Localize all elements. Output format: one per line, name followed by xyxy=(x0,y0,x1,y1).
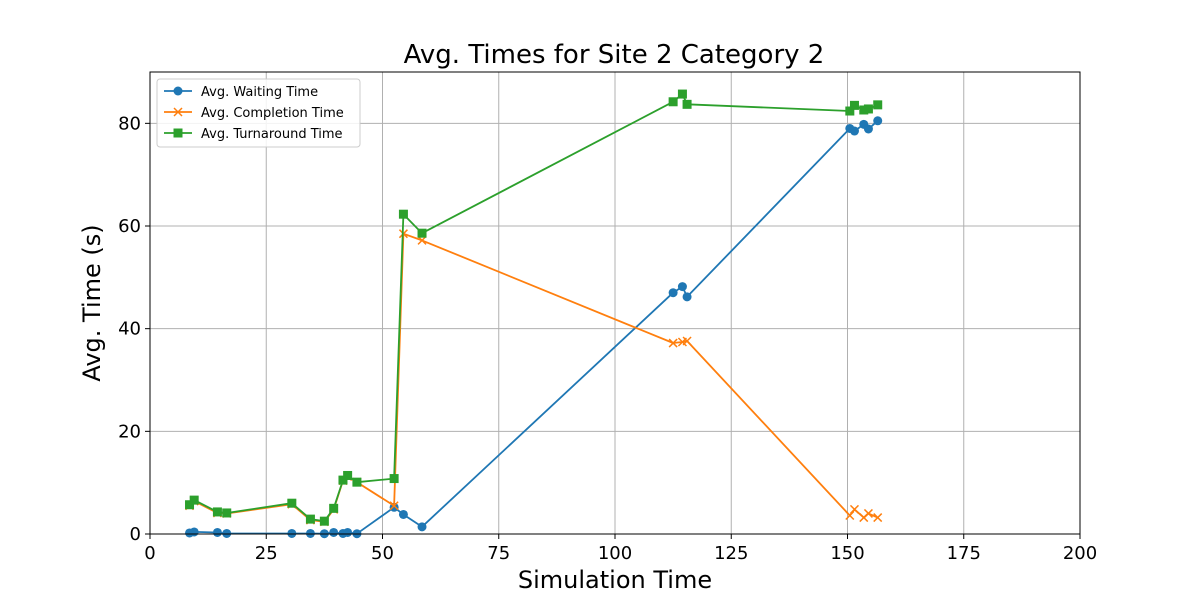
x-marker-stroke xyxy=(682,336,692,346)
x-tick-label: 0 xyxy=(144,543,155,564)
series-1 xyxy=(185,116,883,539)
data-point xyxy=(863,124,873,134)
legend: Avg. Waiting Time Avg. Completion Time Avg… xyxy=(156,78,361,148)
y-tick-label: 0 xyxy=(130,524,141,545)
data-point xyxy=(398,509,408,519)
y-tick-label: 40 xyxy=(118,319,141,340)
data-point xyxy=(343,470,353,480)
x-tick-label: 125 xyxy=(714,543,748,564)
data-point xyxy=(287,498,297,508)
data-point xyxy=(305,514,315,524)
data-point xyxy=(668,97,678,107)
x-axis-label: Simulation Time xyxy=(518,566,712,594)
data-point xyxy=(343,527,353,537)
x-marker-stroke xyxy=(863,508,873,518)
data-point xyxy=(845,106,855,116)
data-point xyxy=(845,510,855,521)
data-point xyxy=(417,235,427,245)
data-point xyxy=(398,209,408,219)
data-point xyxy=(389,501,399,511)
data-point xyxy=(873,100,883,110)
data-point xyxy=(338,475,348,485)
data-point xyxy=(859,105,869,115)
data-point xyxy=(863,104,873,114)
legend-marker xyxy=(173,128,183,138)
data-point xyxy=(329,503,339,513)
series-layer xyxy=(184,89,883,539)
x-tick-label: 150 xyxy=(830,543,864,564)
x-marker-stroke xyxy=(417,235,427,245)
data-point xyxy=(417,228,427,238)
legend-marker xyxy=(173,107,183,117)
data-point xyxy=(682,292,692,302)
y-tick-label: 20 xyxy=(118,421,141,442)
data-point xyxy=(212,507,222,517)
data-point xyxy=(305,528,315,538)
y-tick-label: 80 xyxy=(118,113,141,134)
x-marker-stroke xyxy=(873,513,883,523)
data-point xyxy=(677,89,687,99)
x-tick-label: 50 xyxy=(371,543,394,564)
legend-label: Avg. Turnaround Time xyxy=(201,127,343,142)
data-point xyxy=(682,99,692,109)
x-marker-stroke xyxy=(389,501,399,511)
data-point xyxy=(417,522,427,532)
x-tick-label: 175 xyxy=(947,543,981,564)
data-point xyxy=(668,288,678,298)
series-3 xyxy=(185,89,883,526)
data-point xyxy=(873,116,883,126)
y-axis-label: Avg. Time (s) xyxy=(78,224,106,381)
legend-label: Avg. Waiting Time xyxy=(201,85,318,100)
legend-box xyxy=(156,78,361,148)
x-tick-label: 200 xyxy=(1063,543,1097,564)
legend-item: Avg. Waiting Time xyxy=(164,85,318,100)
x-marker-stroke xyxy=(849,504,860,514)
data-point xyxy=(849,100,859,110)
legend-item: Avg. Completion Time xyxy=(164,106,344,121)
legend-marker xyxy=(173,86,183,96)
data-point xyxy=(329,527,339,537)
data-point xyxy=(189,527,199,537)
data-point xyxy=(319,516,329,526)
x-tick-label: 100 xyxy=(598,543,632,564)
data-point xyxy=(222,508,232,518)
data-point xyxy=(185,500,195,510)
data-point xyxy=(389,474,399,484)
x-marker-stroke xyxy=(173,107,183,117)
data-point xyxy=(189,495,199,505)
data-point xyxy=(863,508,873,518)
data-point xyxy=(849,504,860,514)
y-tick-label: 60 xyxy=(118,216,141,237)
legend-item: Avg. Turnaround Time xyxy=(164,127,343,142)
data-point xyxy=(352,477,362,487)
data-point xyxy=(212,527,222,537)
data-point xyxy=(677,282,687,292)
data-point xyxy=(682,336,692,346)
data-point xyxy=(668,338,678,348)
data-point xyxy=(222,528,232,538)
x-tick-label: 75 xyxy=(487,543,510,564)
x-tick-label: 25 xyxy=(255,543,278,564)
x-marker-stroke xyxy=(668,338,678,348)
legend-label: Avg. Completion Time xyxy=(201,106,344,121)
data-point xyxy=(287,528,297,538)
x-marker-stroke xyxy=(845,510,855,521)
data-point xyxy=(849,126,859,136)
chart-title: Avg. Times for Site 2 Category 2 xyxy=(404,40,825,70)
axis-ticks: 0 25 50 75 100 125 150 175 200 0 20 40 60 80 xyxy=(118,113,1097,564)
data-point xyxy=(873,513,883,523)
